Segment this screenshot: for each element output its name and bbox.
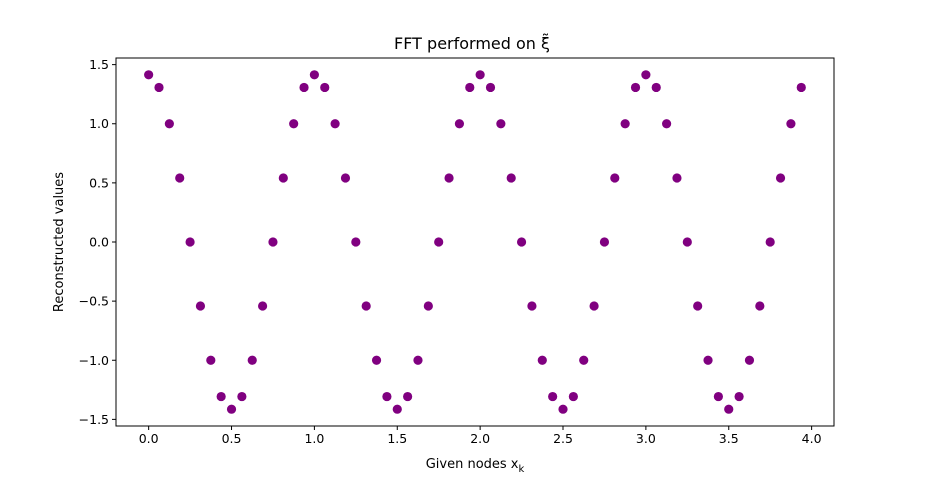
data-point [475, 70, 485, 80]
data-point [506, 173, 516, 183]
data-point [144, 70, 154, 80]
x-tick-label: 4.0 [802, 431, 822, 446]
data-point [579, 355, 589, 365]
data-point [610, 173, 620, 183]
x-tick-label: 1.5 [387, 431, 407, 446]
data-point [309, 70, 319, 80]
data-point [434, 237, 444, 247]
data-point [268, 237, 278, 247]
data-point [765, 237, 775, 247]
data-point [361, 301, 371, 311]
data-point [620, 119, 630, 129]
data-point [589, 301, 599, 311]
data-point [226, 404, 237, 414]
data-point [299, 82, 309, 93]
x-tick-label: 2.5 [553, 431, 573, 446]
data-point [744, 355, 755, 365]
data-point [548, 391, 558, 402]
data-point [278, 173, 288, 183]
data-point [527, 301, 537, 311]
data-point [682, 237, 692, 247]
data-point [651, 82, 661, 93]
data-point [289, 119, 299, 129]
data-point [175, 173, 185, 183]
data-point [237, 391, 247, 402]
y-axis-label: Reconstructed values [52, 172, 67, 312]
data-point [444, 173, 454, 183]
data-point [485, 82, 496, 93]
x-axis-label-text: Given nodes x [426, 457, 519, 472]
data-point [154, 82, 164, 93]
data-point [247, 355, 257, 365]
y-tick-label: 1.5 [89, 57, 109, 72]
data-point [755, 301, 765, 311]
axes-frame [115, 57, 835, 427]
data-point [796, 82, 806, 93]
data-point [672, 173, 682, 183]
x-tick-label: 0.5 [222, 431, 242, 446]
data-point [703, 355, 713, 365]
data-point [216, 391, 226, 402]
data-point [516, 237, 527, 247]
x-axis-label-subscript: k [519, 464, 525, 475]
y-axis-ticks: −1.5 −1.0 −0.5 0.0 0.5 1.0 1.5 [79, 57, 116, 427]
x-tick-label: 0.0 [139, 431, 159, 446]
data-point [630, 82, 641, 93]
data-point [537, 355, 547, 365]
data-point [320, 82, 330, 93]
data-point [164, 119, 174, 129]
y-tick-label: −1.0 [79, 353, 109, 368]
data-point [786, 119, 796, 129]
y-tick-label: −1.5 [79, 412, 109, 427]
data-point [662, 119, 672, 129]
data-point [693, 301, 703, 311]
y-tick-label: 1.0 [89, 116, 109, 131]
y-tick-label: −0.5 [79, 294, 109, 309]
data-point [641, 70, 651, 80]
data-point [330, 119, 340, 129]
data-point [724, 404, 734, 414]
data-point [713, 391, 723, 402]
data-point [496, 119, 506, 129]
x-tick-label: 1.0 [304, 431, 324, 446]
x-axis-ticks: 0.0 0.5 1.0 1.5 2.0 2.5 3.0 3.5 4.0 [139, 426, 822, 446]
data-point [382, 391, 392, 402]
plot-area: 0.0 0.5 1.0 1.5 2.0 2.5 3.0 3.5 4.0 −1.5 −1.0 −0.5… [79, 57, 835, 446]
data-point [392, 404, 402, 414]
y-tick-label: 0.5 [89, 175, 109, 190]
data-point [599, 237, 610, 247]
data-point [465, 82, 475, 93]
chart-title: FFT performed on ξ̃ [394, 34, 550, 53]
data-point [258, 301, 268, 311]
data-point [568, 391, 578, 402]
data-point [206, 355, 216, 365]
data-point [371, 355, 382, 365]
data-point [454, 119, 465, 129]
data-point [195, 301, 206, 311]
data-point [775, 173, 786, 183]
x-tick-label: 2.0 [470, 431, 490, 446]
data-point [403, 391, 413, 402]
x-tick-label: 3.5 [719, 431, 739, 446]
data-point [185, 237, 195, 247]
data-point [351, 237, 361, 247]
data-point [423, 301, 433, 311]
data-points [144, 70, 806, 414]
data-point [340, 173, 351, 183]
data-point [413, 355, 423, 365]
data-point [558, 404, 568, 414]
y-tick-label: 0.0 [89, 235, 109, 250]
x-axis-label: Given nodes xk [426, 457, 525, 475]
x-tick-label: 3.0 [636, 431, 656, 446]
data-point [734, 391, 744, 402]
